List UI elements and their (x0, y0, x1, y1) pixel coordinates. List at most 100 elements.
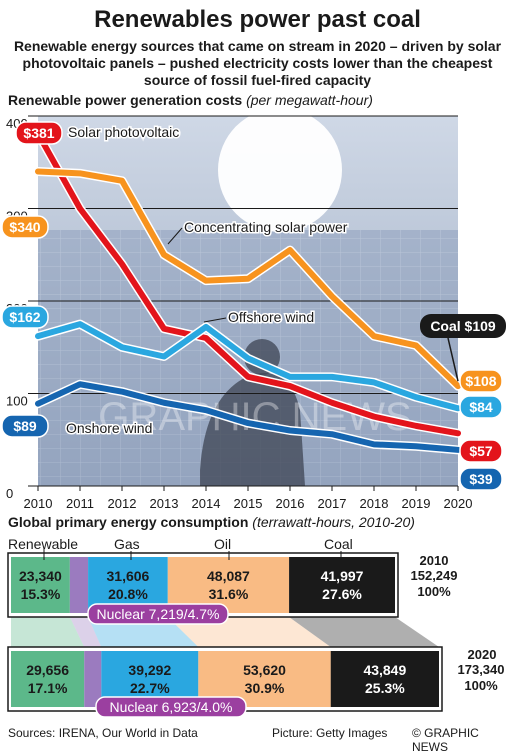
bar-coal-2010 (289, 557, 395, 613)
year-2020-label: 2020 (467, 647, 497, 662)
y-tick-label-100: 100 (6, 394, 28, 409)
bar-pct-coal-2020: 25.3% (365, 680, 405, 696)
end-value-onshore-wind-bg (459, 467, 503, 491)
label-gas: Gas (114, 536, 140, 552)
end-value-onshore-wind-text: $39 (469, 471, 493, 487)
bar-nuclear-2020 (84, 651, 102, 707)
label-coal: Coal (324, 536, 353, 552)
bar-value-gas-2020: 39,292 (128, 662, 171, 678)
nuclear-callout-bg-2010 (87, 603, 229, 625)
bar-pct-oil-2010: 31.6% (209, 586, 249, 602)
series-line-solar-photovoltaic (35, 130, 461, 437)
connector-nuclear (69, 617, 102, 647)
start-value-onshore-wind-bg (1, 414, 49, 438)
energy-chart-heading: Global primary energy consumption (terra… (8, 514, 415, 530)
series-name-offshore-wind: Offshore wind (228, 309, 314, 325)
x-tick-label-2019: 2019 (402, 496, 431, 511)
bar-renewable-2010 (11, 557, 70, 613)
coal-pointer (447, 337, 459, 382)
label-oil: Oil (214, 536, 232, 552)
footer-sources: Sources: IRENA, Our World in Data (8, 726, 198, 740)
start-value-offshore-wind: $162 (1, 305, 49, 329)
bar-value-oil-2010: 48,087 (207, 568, 250, 584)
x-tick-label-2014: 2014 (192, 496, 221, 511)
footer-credit: © GRAPHIC NEWS (412, 726, 479, 754)
bar-pct-renewable-2010: 15.3% (21, 586, 61, 602)
bar-value-renewable-2020: 29,656 (26, 662, 69, 678)
series-line-offshore-wind (35, 321, 461, 412)
x-tick-label-2011: 2011 (66, 496, 94, 511)
energy-chart-title: Global primary energy consumption (8, 514, 249, 530)
end-value-offshore-wind: $84 (459, 395, 503, 419)
bar-nuclear-2010 (69, 557, 89, 613)
total-2010-pct: 100% (417, 584, 451, 599)
start-value-concentrating-solar-power-text: $340 (9, 219, 40, 235)
end-value-concentrating-solar-power-bg (459, 369, 503, 393)
end-value-concentrating-solar-power: $108 (459, 369, 503, 393)
energy-chart-units: (terrawatt-hours, 2010-20) (252, 514, 415, 530)
end-value-solar-photovoltaic: $57 (459, 439, 503, 463)
bar-value-oil-2020: 53,620 (243, 662, 286, 678)
coal-reference-label: Coal $109 (420, 314, 506, 338)
coal-label-bg (420, 314, 506, 338)
start-value-concentrating-solar-power: $340 (1, 215, 49, 239)
start-value-onshore-wind-text: $89 (13, 418, 37, 434)
x-tick-label-2016: 2016 (276, 496, 305, 511)
bar-value-gas-2010: 31,606 (107, 568, 150, 584)
end-value-solar-photovoltaic-text: $57 (469, 443, 493, 459)
coal-label-text: Coal $109 (430, 318, 496, 334)
series-pointer-offshore-wind (203, 317, 227, 323)
end-value-offshore-wind-bg (459, 395, 503, 419)
series-pointer-concentrating-solar-power (167, 227, 183, 245)
series-name-concentrating-solar-power: Concentrating solar power (184, 219, 348, 235)
start-value-offshore-wind-text: $162 (9, 309, 40, 325)
connector-coal (289, 617, 439, 647)
bar-value-coal-2010: 41,997 (321, 568, 364, 584)
end-value-offshore-wind-text: $84 (469, 399, 493, 415)
connector-renewable (11, 617, 85, 647)
bar-renewable-2020 (11, 651, 85, 707)
nuclear-callout-2020: Nuclear 6,923/4.0% (95, 696, 247, 718)
page-subtitle: Renewable energy sources that came on st… (13, 38, 502, 88)
start-value-concentrating-solar-power-bg (1, 215, 49, 239)
year-2010-label: 2010 (419, 553, 449, 568)
bar-coal-2020 (330, 651, 439, 707)
x-tick-label-2020: 2020 (444, 496, 473, 511)
bar-pct-gas-2010: 20.8% (108, 586, 148, 602)
x-tick-label-2013: 2013 (150, 496, 179, 511)
nuclear-callout-text-2010: Nuclear 7,219/4.7% (97, 606, 220, 622)
page-title: Renewables power past coal (94, 6, 421, 33)
start-value-offshore-wind-bg (1, 305, 49, 329)
end-value-onshore-wind: $39 (459, 467, 503, 491)
series-line-onshore-wind (35, 381, 461, 453)
bar-pct-renewable-2020: 17.1% (28, 680, 68, 696)
nuclear-callout-2010: Nuclear 7,219/4.7% (87, 603, 229, 625)
start-value-solar-photovoltaic-text: $381 (23, 125, 54, 141)
x-tick-label-2018: 2018 (360, 496, 389, 511)
y-tick-label-0: 0 (6, 486, 13, 501)
cost-chart-heading: Renewable power generation costs (per me… (8, 92, 373, 108)
bar-value-renewable-2010: 23,340 (19, 568, 62, 584)
x-tick-label-2010: 2010 (24, 496, 53, 511)
start-value-onshore-wind: $89 (1, 414, 49, 438)
x-tick-label-2017: 2017 (318, 496, 347, 511)
x-tick-label-2015: 2015 (234, 496, 263, 511)
total-2020: 173,340 (457, 662, 505, 677)
start-value-solar-photovoltaic-bg (15, 121, 63, 145)
bar-pct-oil-2020: 30.9% (245, 680, 285, 696)
bar-pct-gas-2020: 22.7% (130, 680, 170, 696)
bar-value-coal-2020: 43,849 (363, 662, 406, 678)
x-tick-label-2012: 2012 (108, 496, 137, 511)
total-2010: 152,249 (410, 568, 458, 583)
total-2020-pct: 100% (464, 678, 498, 693)
series-name-onshore-wind: Onshore wind (66, 420, 152, 436)
end-value-concentrating-solar-power-text: $108 (465, 373, 496, 389)
start-value-solar-photovoltaic: $381 (15, 121, 63, 145)
nuclear-callout-bg-2020 (95, 696, 247, 718)
nuclear-callout-text-2020: Nuclear 6,923/4.0% (110, 699, 233, 715)
cost-chart-title: Renewable power generation costs (8, 92, 243, 108)
label-renewable: Renewable (8, 536, 79, 552)
bar-pct-coal-2010: 27.6% (322, 586, 362, 602)
series-name-solar-photovoltaic: Solar photovoltaic (68, 124, 179, 140)
